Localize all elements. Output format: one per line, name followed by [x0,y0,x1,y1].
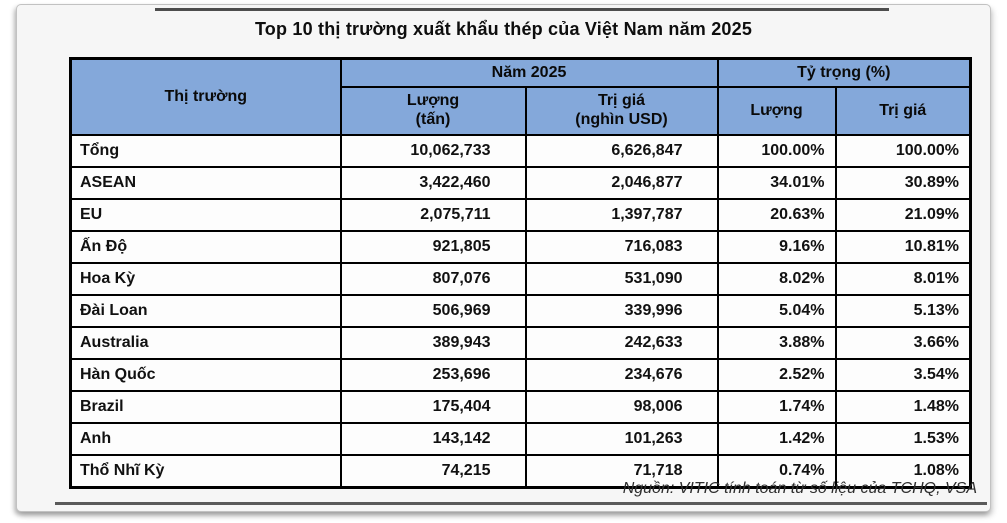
share-value-cell: 3.54% [834,358,972,392]
value-cell: 101,263 [524,422,719,456]
value-cell: 6,626,847 [524,134,719,168]
table-row: Thổ Nhĩ Kỳ 74,215 71,718 0.74% 1.08% [69,454,972,489]
report-card: Top 10 thị trường xuất khẩu thép của Việ… [16,4,991,512]
market-cell: Brazil [69,390,342,424]
share-value-cell: 3.66% [834,326,972,360]
header-year-group: Năm 2025 [339,57,719,88]
page-title: Top 10 thị trường xuất khẩu thép của Việ… [254,19,753,39]
value-cell: 2,046,877 [524,166,719,200]
share-quantity-cell: 100.00% [716,134,837,168]
share-quantity-cell: 2.52% [716,358,837,392]
footer-bottom-rule [55,502,987,505]
quantity-cell: 143,142 [339,422,527,456]
share-value-cell: 100.00% [834,134,972,168]
market-cell: Đài Loan [69,294,342,328]
market-cell: EU [69,198,342,232]
value-cell: 71,718 [524,454,719,489]
value-cell: 1,397,787 [524,198,719,232]
header-value-line2: (nghìn USD) [575,111,668,128]
share-quantity-cell: 8.02% [716,262,837,296]
market-cell: Ấn Độ [69,230,342,264]
quantity-cell: 253,696 [339,358,527,392]
table-row: Hàn Quốc 253,696 234,676 2.52% 3.54% [69,358,972,392]
table-row: ASEAN 3,422,460 2,046,877 34.01% 30.89% [69,166,972,200]
source-note: Nguồn: VITIC tính toán từ số liệu của TC… [622,480,977,497]
header-market: Thị trường [69,57,342,136]
quantity-cell: 506,969 [339,294,527,328]
header-quantity-line1: Lượng [406,92,460,110]
value-cell: 242,633 [524,326,719,360]
header-quantity: Lượng (tấn) [339,86,527,136]
share-value-cell: 10.81% [834,230,972,264]
value-cell: 339,996 [524,294,719,328]
share-quantity-cell: 3.88% [716,326,837,360]
table-row: Đài Loan 506,969 339,996 5.04% 5.13% [69,294,972,328]
value-cell: 234,676 [524,358,719,392]
share-quantity-cell: 5.04% [716,294,837,328]
share-quantity-cell: 9.16% [716,230,837,264]
header-share-value: Trị giá [834,86,972,136]
table-row: Australia 389,943 242,633 3.88% 3.66% [69,326,972,360]
table-row: EU 2,075,711 1,397,787 20.63% 21.09% [69,198,972,232]
share-value-cell: 1.53% [834,422,972,456]
share-value-cell: 30.89% [834,166,972,200]
header-value-line1: Trị giá [597,92,646,110]
quantity-cell: 921,805 [339,230,527,264]
quantity-cell: 10,062,733 [339,134,527,168]
share-value-cell: 5.13% [834,294,972,328]
quantity-cell: 74,215 [339,454,527,489]
table-row: Ấn Độ 921,805 716,083 9.16% 10.81% [69,230,972,264]
header-value: Trị giá (nghìn USD) [524,86,719,136]
header-share-group: Tỷ trọng (%) [716,57,972,88]
quantity-cell: 3,422,460 [339,166,527,200]
table-row: Hoa Kỳ 807,076 531,090 8.02% 8.01% [69,262,972,296]
market-cell: Hoa Kỳ [69,262,342,296]
quantity-cell: 389,943 [339,326,527,360]
table-row: Anh 143,142 101,263 1.42% 1.53% [69,422,972,456]
value-cell: 531,090 [524,262,719,296]
market-cell: Hàn Quốc [69,358,342,392]
quantity-cell: 2,075,711 [339,198,527,232]
title-top-rule [155,8,889,11]
market-cell: Thổ Nhĩ Kỳ [69,454,342,489]
market-cell: ASEAN [69,166,342,200]
share-quantity-cell: 34.01% [716,166,837,200]
market-cell: Australia [69,326,342,360]
table-row: Tổng 10,062,733 6,626,847 100.00% 100.00… [69,134,972,168]
share-value-cell: 1.08% [834,454,972,489]
share-value-cell: 1.48% [834,390,972,424]
share-quantity-cell: 20.63% [716,198,837,232]
value-cell: 98,006 [524,390,719,424]
share-value-cell: 21.09% [834,198,972,232]
header-share-quantity: Lượng [716,86,837,136]
quantity-cell: 807,076 [339,262,527,296]
header-quantity-line2: (tấn) [415,111,451,128]
share-quantity-cell: 0.74% [716,454,837,489]
value-cell: 716,083 [524,230,719,264]
table-row: Brazil 175,404 98,006 1.74% 1.48% [69,390,972,424]
share-quantity-cell: 1.42% [716,422,837,456]
market-cell: Tổng [69,134,342,168]
share-value-cell: 8.01% [834,262,972,296]
market-cell: Anh [69,422,342,456]
share-quantity-cell: 1.74% [716,390,837,424]
quantity-cell: 175,404 [339,390,527,424]
steel-export-table: Thị trường Năm 2025 Tỷ trọng (%) Lượng (… [69,57,972,489]
